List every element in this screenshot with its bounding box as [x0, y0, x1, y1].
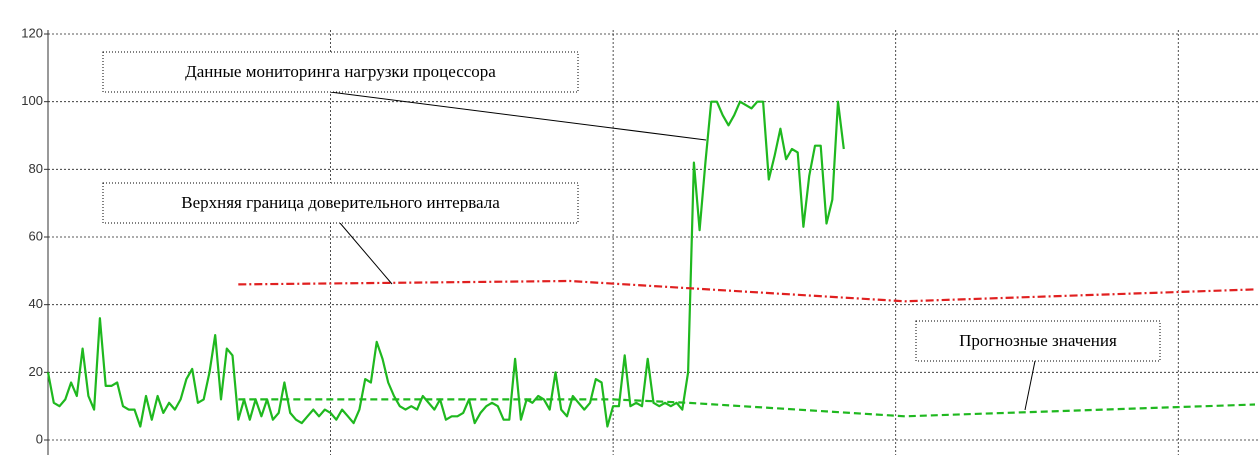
callout-box: [915, 320, 1161, 362]
callout-text: Прогнозные значения: [959, 331, 1117, 350]
y-tick-label: 20: [29, 364, 43, 379]
callout-box: [102, 51, 579, 93]
callout-text: Данные мониторинга нагрузки процессора: [185, 62, 496, 81]
series-line: [238, 398, 1256, 418]
callout-leader: [329, 91, 707, 141]
y-tick-label: 0: [36, 431, 43, 446]
series-line: [238, 279, 1256, 303]
y-tick-label: 40: [29, 296, 43, 311]
y-tick-label: 120: [21, 25, 43, 40]
callout-box: [102, 182, 579, 224]
y-tick-label: 60: [29, 228, 43, 243]
y-tick-label: 100: [21, 93, 43, 108]
callout-text: Верхняя граница доверительного интервала: [181, 193, 500, 212]
callout-leader: [1024, 360, 1036, 411]
y-tick-label: 80: [29, 161, 43, 176]
series-line: [46, 100, 845, 428]
callout-leader: [339, 222, 393, 285]
